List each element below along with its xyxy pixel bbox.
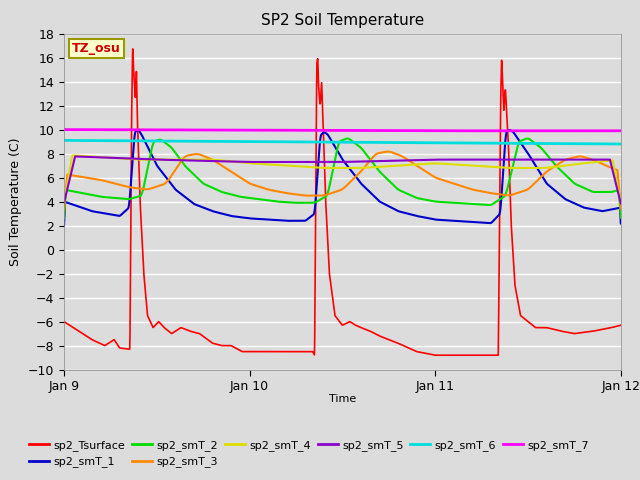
sp2_smT_3 <box>617 206 625 212</box>
sp2_smT_1 <box>499 180 506 185</box>
sp2_smT_3 <box>601 162 609 168</box>
sp2_smT_2 <box>499 195 506 201</box>
sp2_Tsurface <box>601 326 609 332</box>
Y-axis label: Soil Temperature (C): Soil Temperature (C) <box>10 137 22 266</box>
sp2_smT_2 <box>601 189 609 195</box>
sp2_Tsurface <box>60 319 68 324</box>
sp2_smT_4 <box>316 165 324 170</box>
sp2_smT_1 <box>506 127 513 133</box>
sp2_smT_2 <box>88 192 96 198</box>
sp2_smT_3 <box>499 192 506 198</box>
Line: sp2_smT_3: sp2_smT_3 <box>64 152 621 210</box>
Title: SP2 Soil Temperature: SP2 Soil Temperature <box>260 13 424 28</box>
sp2_smT_7 <box>617 128 625 134</box>
sp2_smT_6 <box>499 140 506 146</box>
sp2_Tsurface <box>431 352 439 358</box>
sp2_smT_4 <box>617 201 625 206</box>
Line: sp2_smT_1: sp2_smT_1 <box>64 130 621 226</box>
sp2_smT_7 <box>88 127 96 132</box>
sp2_smT_4 <box>601 158 609 164</box>
sp2_Tsurface <box>129 46 136 52</box>
Line: sp2_smT_2: sp2_smT_2 <box>64 139 621 218</box>
sp2_smT_3 <box>88 176 96 181</box>
sp2_smT_2 <box>316 197 324 203</box>
sp2_smT_1 <box>316 139 324 144</box>
sp2_smT_4 <box>60 200 68 205</box>
sp2_smT_7 <box>316 128 324 133</box>
sp2_smT_7 <box>601 128 609 134</box>
sp2_smT_2 <box>60 215 68 221</box>
sp2_smT_5 <box>71 154 79 159</box>
sp2_smT_7 <box>331 128 339 133</box>
sp2_smT_6 <box>88 138 96 144</box>
sp2_smT_3 <box>316 193 324 199</box>
sp2_Tsurface <box>499 88 507 94</box>
sp2_smT_2 <box>344 136 351 142</box>
sp2_smT_1 <box>331 144 339 149</box>
sp2_smT_5 <box>316 159 324 165</box>
sp2_smT_1 <box>88 208 96 214</box>
sp2_Tsurface <box>316 101 324 107</box>
sp2_smT_3 <box>601 162 609 168</box>
sp2_smT_3 <box>384 149 392 155</box>
sp2_smT_4 <box>499 165 506 170</box>
sp2_smT_2 <box>601 189 609 195</box>
sp2_smT_7 <box>431 128 439 134</box>
sp2_smT_7 <box>601 128 609 134</box>
sp2_smT_1 <box>617 220 625 226</box>
Legend: sp2_Tsurface, sp2_smT_1, sp2_smT_2, sp2_smT_3, sp2_smT_4, sp2_smT_5, sp2_smT_6, : sp2_Tsurface, sp2_smT_1, sp2_smT_2, sp2_… <box>25 436 593 472</box>
sp2_smT_3 <box>60 207 68 213</box>
sp2_smT_5 <box>60 200 68 206</box>
Line: sp2_Tsurface: sp2_Tsurface <box>64 49 621 355</box>
sp2_smT_4 <box>331 165 339 171</box>
Line: sp2_smT_7: sp2_smT_7 <box>64 130 621 131</box>
sp2_smT_2 <box>331 158 339 164</box>
sp2_smT_5 <box>617 201 625 206</box>
sp2_smT_7 <box>60 127 68 132</box>
sp2_smT_5 <box>331 159 339 165</box>
sp2_smT_5 <box>89 154 97 160</box>
sp2_smT_6 <box>331 139 339 145</box>
sp2_smT_6 <box>617 141 625 147</box>
sp2_Tsurface <box>602 326 609 332</box>
Line: sp2_smT_5: sp2_smT_5 <box>64 156 621 204</box>
sp2_smT_4 <box>601 158 609 164</box>
sp2_Tsurface <box>331 313 339 319</box>
sp2_smT_3 <box>331 189 339 195</box>
sp2_smT_4 <box>89 154 97 159</box>
sp2_Tsurface <box>617 323 625 328</box>
sp2_smT_6 <box>600 141 608 147</box>
sp2_smT_5 <box>601 156 609 162</box>
sp2_smT_2 <box>617 215 625 221</box>
sp2_smT_1 <box>601 208 609 214</box>
sp2_smT_6 <box>60 137 68 143</box>
sp2_smT_5 <box>499 156 506 162</box>
Line: sp2_smT_6: sp2_smT_6 <box>64 140 621 144</box>
Line: sp2_smT_4: sp2_smT_4 <box>64 156 621 204</box>
sp2_smT_6 <box>316 139 324 145</box>
Text: TZ_osu: TZ_osu <box>72 42 121 55</box>
sp2_smT_5 <box>601 156 609 162</box>
sp2_smT_7 <box>499 128 506 134</box>
sp2_Tsurface <box>88 337 96 343</box>
X-axis label: Time: Time <box>329 395 356 405</box>
sp2_smT_4 <box>68 153 76 158</box>
sp2_smT_1 <box>601 208 609 214</box>
sp2_smT_1 <box>60 223 68 228</box>
sp2_smT_6 <box>601 141 609 147</box>
